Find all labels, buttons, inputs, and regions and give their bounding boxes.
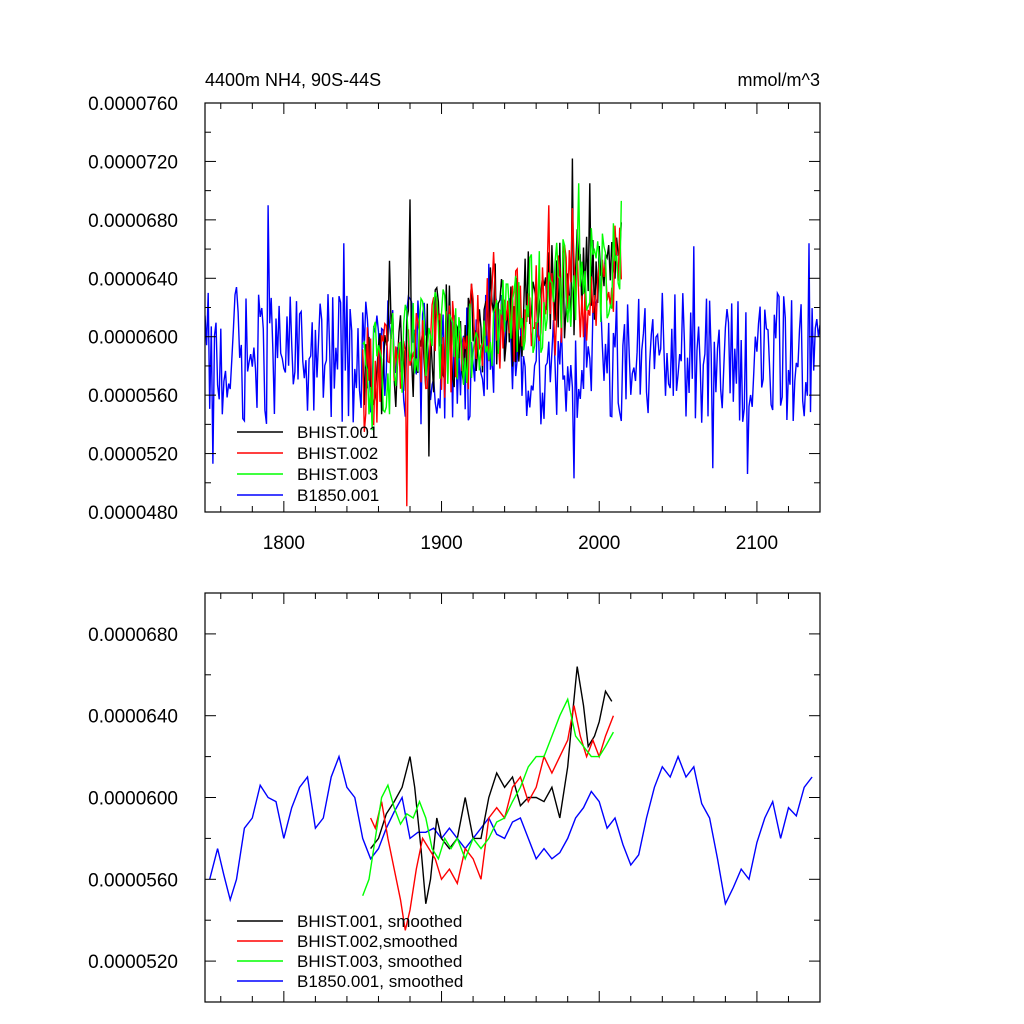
y-tick-label: 0.0000720 (88, 152, 178, 173)
legend-label: BHIST.001 (297, 423, 378, 442)
y-tick-label: 0.0000560 (88, 870, 178, 891)
top-panel-axes: 1800 1900 2000 2100 0.0000480 0.0000520 0.0000… (88, 94, 821, 554)
series-line-bhist-002 (362, 205, 622, 507)
series-line-bhist-003-smoothed (362, 697, 615, 896)
legend-label: BHIST.003 (297, 465, 378, 484)
bottom-panel: BHIST.001, smoothedBHIST.002,smoothedBHI… (88, 592, 821, 1003)
top-panel-legend: BHIST.001 BHIST.002 BHIST.003 B1850.001 (237, 423, 379, 505)
bottom-panel-series (209, 666, 813, 931)
series-line-bhist-002-smoothed (369, 705, 615, 931)
series-line-b1850-001 (205, 205, 820, 479)
y-tick-label: 0.0000640 (88, 707, 178, 728)
y-tick-label: 0.0000480 (88, 503, 178, 524)
y-tick-label: 0.0000760 (88, 94, 178, 115)
y-tick-label: 0.0000520 (88, 445, 178, 466)
y-tick-label: 0.0000600 (88, 328, 178, 349)
x-tick-label: 2000 (578, 533, 620, 554)
legend-label: BHIST.001, smoothed (297, 912, 462, 931)
y-tick-label: 0.0000680 (88, 211, 178, 232)
legend-label: BHIST.002,smoothed (297, 932, 458, 951)
y-tick-label: 0.0000520 (88, 952, 178, 973)
top-panel-title: 4400m NH4, 90S-44S (205, 70, 381, 90)
y-tick-label: 0.0000640 (88, 269, 178, 290)
legend-label: B1850.001 (297, 486, 379, 505)
series-line-bhist-001-smoothed (370, 666, 613, 904)
y-tick-label: 0.0000560 (88, 386, 178, 407)
x-tick-label: 1900 (420, 533, 462, 554)
x-tick-label: 1800 (263, 533, 305, 554)
top-panel-units: mmol/m^3 (738, 70, 820, 90)
legend-label: BHIST.003, smoothed (297, 952, 462, 971)
y-tick-label: 0.0000600 (88, 789, 178, 810)
top-panel-series (205, 158, 820, 507)
legend-label: BHIST.002 (297, 444, 378, 463)
series-line-b1850-001-smoothed (209, 754, 813, 907)
legend-label: B1850.001, smoothed (297, 972, 463, 991)
series-line-bhist-003 (362, 183, 622, 431)
y-tick-label: 0.0000680 (88, 625, 178, 646)
bottom-panel-legend: BHIST.001, smoothedBHIST.002,smoothedBHI… (237, 912, 463, 991)
x-tick-label: 2100 (736, 533, 778, 554)
bottom-panel-axes: 0.0000520 0.0000560 0.0000600 0.0000640 0.00… (88, 592, 821, 1003)
top-panel: 4400m NH4, 90S-44S mmol/m^3 BHIST.001BHI… (88, 70, 821, 554)
